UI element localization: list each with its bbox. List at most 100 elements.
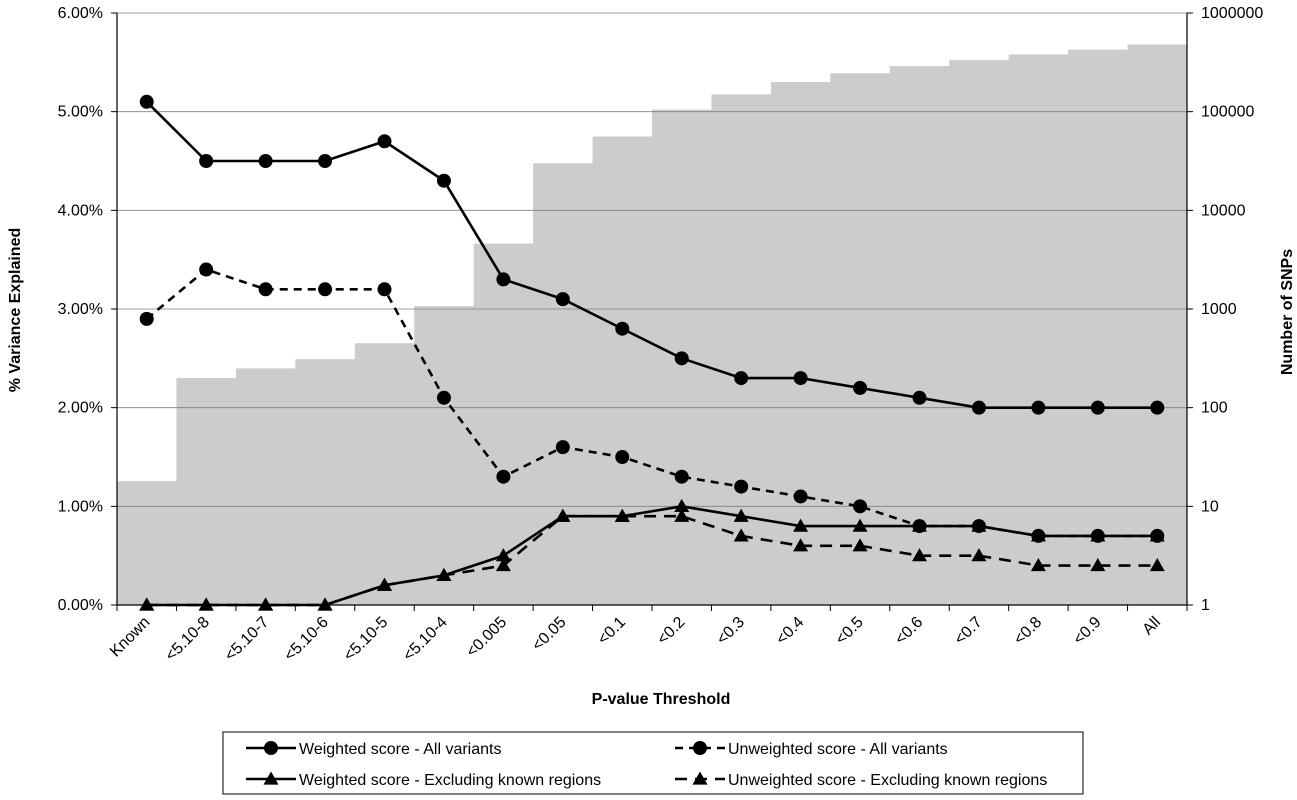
y-tick-label: 0.00% [58,597,103,614]
data-point [912,548,927,562]
series-4 [139,508,1165,611]
snp-count-bars [117,44,1188,606]
y2-axis-title: Number of SNPs [1279,249,1296,375]
data-point [793,489,808,504]
data-point [793,518,809,532]
data-point [853,499,868,514]
data-point [1030,528,1046,542]
data-point [1031,400,1046,415]
snp-bar [889,66,950,605]
x-tick-label: <5.10-5 [341,614,392,665]
data-point [258,597,274,611]
legend-item: Unweighted score - Excluding known regio… [675,771,1047,789]
data-point [495,548,511,562]
snp-bar [1068,49,1129,605]
data-point [1090,528,1106,542]
data-point [734,371,749,386]
legend-item: Weighted score - All variants [246,741,501,758]
data-point [555,508,571,522]
snp-bar [830,73,891,606]
data-point [971,518,987,532]
data-point [139,311,154,326]
data-point [1149,558,1165,572]
data-point [674,351,689,366]
y-tick-label: 2.00% [58,400,103,417]
snp-bar [711,94,772,605]
legend: Weighted score - All variants Unweighted … [222,731,1084,795]
legend-item: Weighted score - Excluding known regions [246,771,601,789]
data-point [139,94,154,109]
x-tick-label: <0.1 [595,614,629,648]
snp-bar [1008,54,1069,605]
legend-marker [693,741,707,755]
x-tick-label: <5.10-6 [281,614,332,665]
data-point [139,597,155,611]
data-point [1090,558,1106,572]
x-axis-title: P-value Threshold [592,691,731,708]
legend-marker [263,771,279,785]
data-point [377,577,392,591]
data-point [853,380,868,395]
x-tick-label: <0.7 [951,614,985,648]
x-tick-label: <0.2 [654,614,688,648]
gridlines [117,12,1187,507]
data-point [377,134,392,149]
y-tick-label: 6.00% [58,5,103,22]
snp-bar [770,81,831,606]
data-point [733,508,749,522]
x-tick-label: <5.10-8 [162,614,213,665]
x-tick-label: <0.8 [1011,614,1045,648]
snp-bar [235,368,296,605]
data-point [615,321,630,336]
data-point [674,469,689,484]
legend-label: Unweighted score - Excluding known regio… [728,772,1047,789]
x-tick-label: <0.5 [833,614,867,648]
legend-item: Unweighted score - All variants [675,741,948,758]
data-point [971,400,986,415]
data-point [436,390,451,405]
y2-tick-label: 10 [1201,498,1219,515]
data-point [793,538,809,552]
x-tick-label: <5.10-4 [400,614,451,665]
data-point [258,154,273,168]
snp-bar [354,343,415,605]
series-lines [139,94,1165,611]
data-point [734,479,749,494]
y2-tick-label: 10000 [1201,202,1246,219]
y-tick-label: 1.00% [58,498,103,515]
data-point [317,597,333,611]
x-tick-label: <0.9 [1070,614,1104,648]
x-tick-label: <0.3 [714,614,748,648]
data-point [199,262,214,277]
data-point [971,548,987,562]
legend-box [222,731,1084,795]
data-point [852,518,868,532]
data-point [615,450,630,464]
snp-bar [533,163,594,605]
y-tick-label: 3.00% [58,301,103,318]
snp-bar [1127,44,1188,605]
x-tick-label: <0.4 [773,614,807,648]
x-tick-label: <5.10-7 [222,614,273,665]
y-axis-title: % Variance Explained [7,228,24,393]
series-line [145,100,1158,409]
data-point [318,154,333,168]
snp-bar [949,59,1010,606]
y2-tick-label: 1 [1201,597,1210,614]
data-point [852,538,868,552]
data-point [674,508,690,522]
y2-tick-label: 100 [1201,400,1228,417]
data-point [436,567,452,582]
data-point [198,597,214,611]
data-point [495,558,511,572]
legend-label: Weighted score - All variants [299,741,501,758]
y-tick-label: 5.00% [58,104,103,121]
legend-marker [692,771,708,785]
snp-bar [176,377,237,605]
series-line [146,514,1158,607]
data-point [733,528,749,542]
series-1 [139,94,1165,415]
y2-tick-label: 1000 [1201,301,1237,318]
snp-bar [592,136,653,605]
